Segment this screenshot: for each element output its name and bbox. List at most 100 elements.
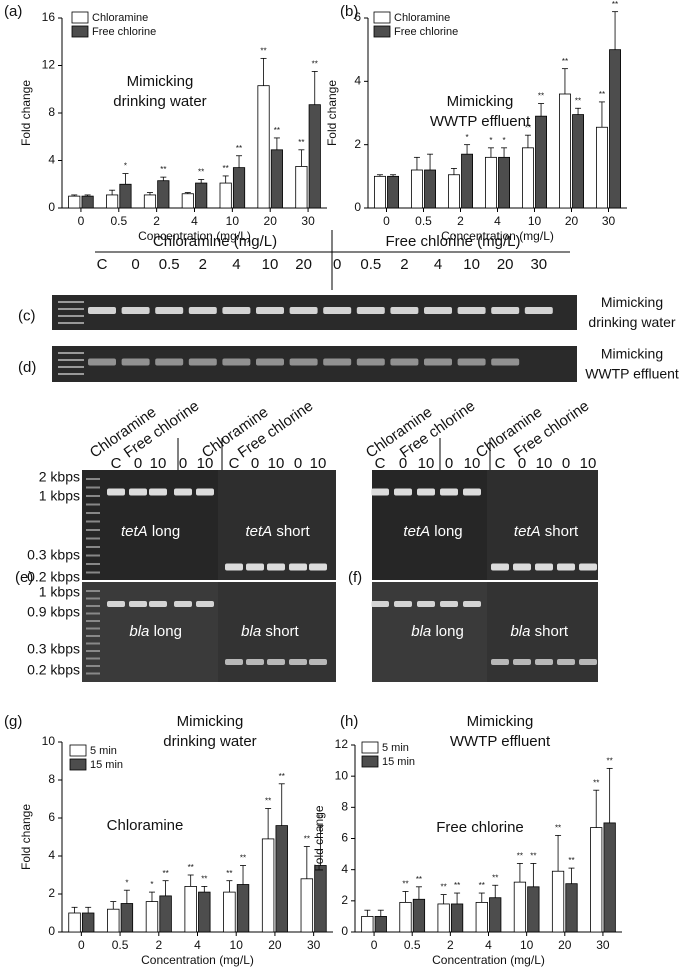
- lane-label: 10: [580, 455, 597, 472]
- gel-band: [579, 563, 597, 571]
- legend-label: Free chlorine: [92, 26, 156, 38]
- bar: [68, 912, 81, 933]
- legend-swatch: [69, 758, 87, 771]
- gene-kind: short: [535, 623, 569, 640]
- lane-label: 10: [262, 256, 279, 273]
- bar: [257, 85, 270, 209]
- y-tick-label: 10: [42, 734, 56, 748]
- gel-caption: WWTP effluent: [450, 733, 551, 750]
- gel-band: [174, 488, 192, 496]
- bar: [374, 916, 387, 933]
- error-bar: [440, 894, 447, 904]
- error-bar: [123, 889, 130, 904]
- significance: **: [317, 814, 323, 823]
- bar: [522, 147, 534, 209]
- bar: [300, 878, 314, 933]
- gel-caption: Mimicking: [467, 713, 534, 730]
- significance: *: [502, 136, 505, 145]
- ladder-band: [86, 537, 100, 540]
- significance: **: [260, 46, 266, 55]
- gel-band: [309, 563, 327, 571]
- y-tick-label: 8: [48, 105, 55, 119]
- gel-band: [188, 358, 217, 366]
- significance: **: [599, 90, 605, 99]
- gel-band: [196, 601, 214, 607]
- significance: **: [298, 138, 304, 147]
- ladder-band: [86, 546, 100, 548]
- error-bar: [478, 892, 485, 903]
- size-label: 0.2 kbps: [27, 569, 80, 585]
- x-tick-label: 2: [155, 938, 162, 952]
- gel-band: [463, 488, 481, 496]
- ladder-band: [86, 672, 100, 675]
- ladder-band: [58, 366, 84, 368]
- panel-label: (g): [4, 713, 22, 730]
- gel-panel-label: (e): [15, 569, 33, 586]
- lane-label: 0: [562, 455, 570, 472]
- gene-kind: long: [434, 523, 462, 540]
- bar: [275, 825, 288, 933]
- gel-band: [440, 488, 458, 496]
- lane-label: 0: [131, 256, 139, 273]
- error-bar: [278, 783, 285, 826]
- x-tick-label: 0.5: [112, 938, 129, 952]
- bar: [450, 903, 464, 933]
- bar: [157, 180, 170, 209]
- bar: [308, 104, 321, 209]
- annotation: Chloramine: [107, 817, 184, 834]
- x-tick-label: 0: [371, 938, 378, 952]
- legend-swatch: [361, 755, 379, 768]
- lane-label: 10: [150, 455, 167, 472]
- bar: [412, 898, 426, 933]
- bar: [475, 901, 488, 933]
- ladder-band: [86, 642, 100, 645]
- ladder-band: [86, 563, 100, 565]
- gel-band: [371, 488, 389, 496]
- significance: **: [304, 835, 310, 844]
- bar: [223, 891, 236, 933]
- bar: [461, 153, 474, 209]
- gel-band: [440, 601, 458, 607]
- significance: **: [402, 880, 408, 889]
- legend-swatch: [361, 741, 379, 754]
- x-tick-label: 20: [565, 214, 579, 228]
- ladder-band: [86, 620, 100, 622]
- gene-kind: long: [152, 523, 180, 540]
- ladder-band: [86, 520, 100, 523]
- x-tick-label: 0: [78, 938, 85, 952]
- error-bar: [530, 863, 537, 887]
- bar: [219, 182, 232, 209]
- ladder-band: [58, 352, 84, 354]
- gene-kind: long: [435, 623, 463, 640]
- bar: [447, 174, 460, 209]
- significance: **: [575, 96, 581, 105]
- lane-label: 0: [134, 455, 142, 472]
- lane-label: C: [229, 455, 240, 472]
- gel-band: [356, 307, 385, 314]
- gel-band: [491, 358, 520, 366]
- gene-kind: short: [545, 523, 579, 540]
- significance: **: [416, 875, 422, 884]
- y-tick-label: 12: [42, 58, 56, 72]
- x-axis-label: Concentration (mg/L): [141, 953, 254, 967]
- bar: [535, 115, 548, 209]
- ladder-band: [58, 373, 84, 375]
- panel-label: (b): [340, 3, 358, 20]
- annotation: Free chlorine: [436, 819, 524, 836]
- gene-name: tetA: [403, 523, 430, 540]
- gene-label: tetA short: [245, 523, 310, 540]
- error-bar: [427, 153, 434, 170]
- bar: [559, 93, 571, 209]
- y-tick-label: 6: [354, 10, 361, 24]
- error-bar: [236, 155, 243, 168]
- gel-caption: Mimicking: [601, 346, 663, 362]
- bar: [159, 895, 172, 933]
- gene-name: bla: [411, 623, 431, 640]
- gel-band: [267, 563, 285, 571]
- legend-label: Chloramine: [394, 12, 450, 24]
- gel-band: [424, 358, 452, 366]
- gel-band: [121, 307, 150, 314]
- y-tick-label: 16: [42, 10, 56, 24]
- legend-swatch: [71, 11, 89, 24]
